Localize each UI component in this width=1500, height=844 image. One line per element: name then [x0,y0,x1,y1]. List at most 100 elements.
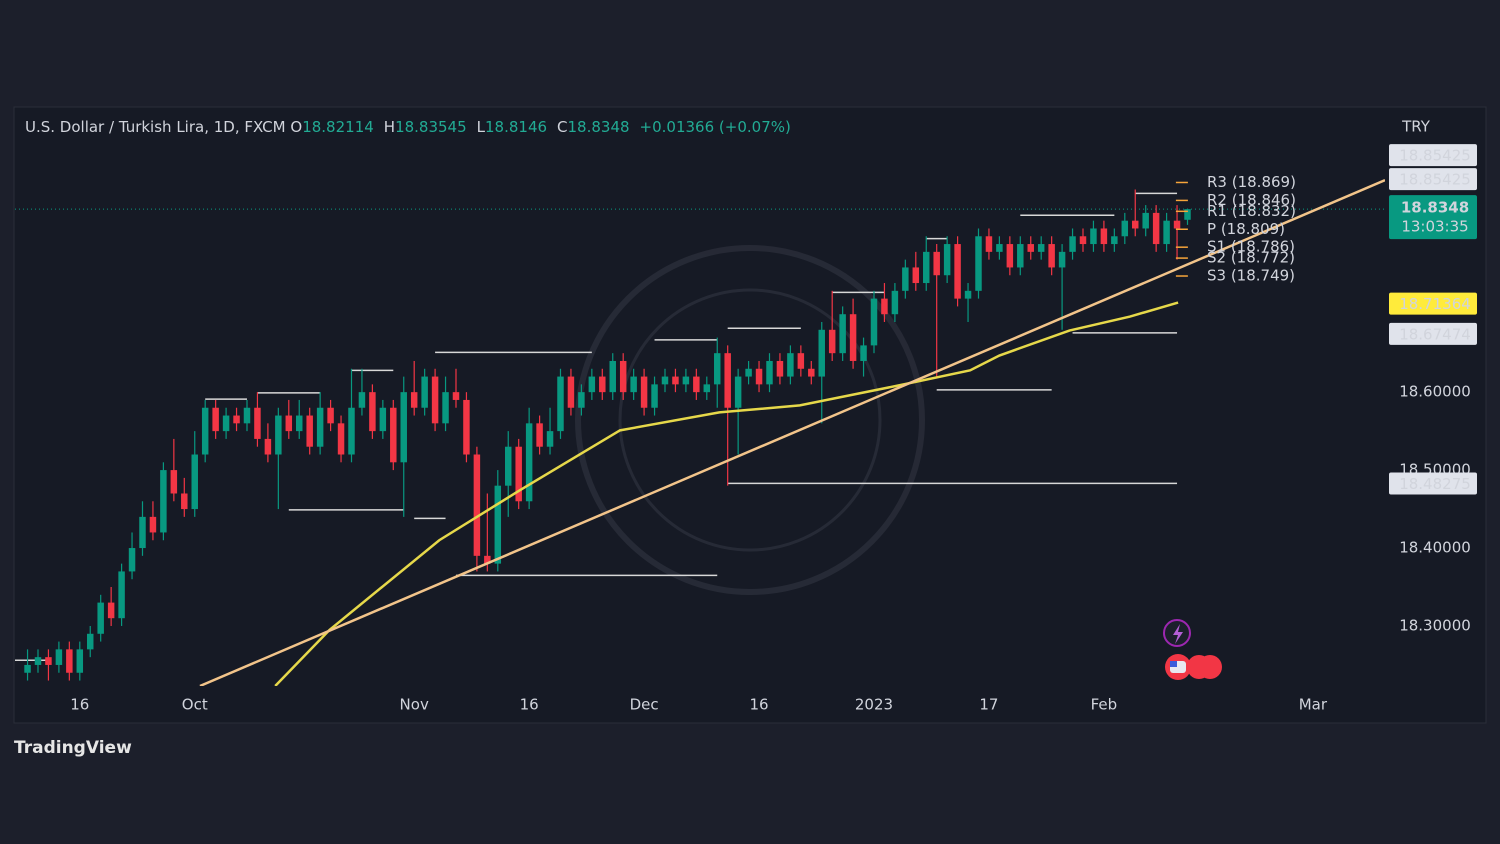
candle-body [1142,212,1149,229]
price-tag: 18.85425 [1399,147,1471,165]
candle-body [369,392,376,432]
candle-body [1152,212,1160,245]
candle-body [348,407,355,455]
ohlc-value: 18.8348 [567,118,630,136]
candle-body [870,298,878,346]
x-tick-label: 2023 [855,696,893,714]
candle-body [860,345,867,361]
candle-body [766,360,773,385]
candle-body [34,657,42,665]
pivot-label: R3 (18.869) [1207,173,1296,191]
candle-body [275,415,282,455]
candle-body [379,407,387,432]
candle-body [828,329,836,354]
candle-body [515,446,522,502]
candle-body [201,407,209,455]
last-price-tag: 18.8348 [1401,199,1469,217]
candle-body [400,392,407,463]
price-tag-box [1389,144,1477,167]
candle-body [1121,220,1129,237]
candle-body [724,353,731,408]
candle-body [808,368,815,377]
pivot-label: S1 (18.786) [1207,238,1295,256]
candle-body [484,555,491,564]
y-tick-label: 18.30000 [1399,616,1471,634]
candle-body [818,329,825,377]
candle-body [170,470,178,494]
candle-body [473,454,481,556]
candle-body [1173,220,1181,229]
candle-body [1090,228,1097,245]
candle-body [337,423,345,455]
x-tick-label: Nov [400,696,429,714]
candle-body [1184,209,1191,220]
countdown: 13:03:35 [1401,218,1468,236]
candle-body [640,376,648,408]
candle-body [306,415,313,447]
candle-body [599,376,606,393]
candle-body [776,360,784,377]
trendline [199,178,1385,686]
candle-body [557,376,564,432]
candle-body [1027,244,1034,252]
candle-body [254,407,261,439]
price-tag: 18.85425 [1399,171,1471,189]
price-tag-box [1389,292,1477,315]
candle-body [975,236,982,291]
x-tick-label: 16 [520,696,539,714]
candle-body [24,664,31,673]
pivot-label: S2 (18.772) [1207,249,1295,267]
ohlc-letter: C [557,118,568,136]
candle-body [985,236,993,252]
pivot-label: R1 (18.832) [1207,202,1296,220]
candle-body [619,360,627,393]
y-tick-label: 18.40000 [1399,539,1471,557]
candle-body [546,431,554,447]
candle-body [1058,251,1066,268]
candle-body [902,267,909,291]
candle-body [285,415,293,432]
candle-body [1037,244,1045,252]
candle-body [964,290,972,299]
candle-body [66,649,73,673]
candle-body [609,360,616,393]
candle-body [525,423,533,502]
candle-body [243,407,251,424]
candle-body [316,407,324,447]
candle-body [452,392,460,400]
candle-body [536,423,543,447]
candle-body [410,392,418,408]
candle-body [745,368,752,377]
candle-body [578,392,585,408]
symbol-header: U.S. Dollar / Turkish Lira, 1D, FXCM O 18… [25,118,801,136]
ohlc-letter: O [290,118,303,136]
candle-body [630,376,637,393]
pivot-label: P (18.809) [1207,220,1285,238]
candle-body [390,407,397,463]
candle-body [149,516,157,533]
candle-body [923,251,930,284]
pivot-label: R2 (18.846) [1207,191,1296,209]
candle-body [222,415,230,432]
candle-body [431,376,439,424]
ohlc-value: 18.8146 [485,118,548,136]
candle-body [651,384,658,408]
candle-body [1163,220,1170,245]
candle-body [233,415,240,424]
event-icons [1163,619,1222,680]
x-tick-label: 16 [749,696,768,714]
candle-body [912,267,920,284]
candle-body [881,298,888,315]
moving-average [274,301,1179,686]
candle-body [1048,244,1055,268]
candle-body [839,314,846,354]
candle-body [954,244,961,299]
candle-body [714,353,721,385]
last-price-box [1389,195,1477,240]
brand: TradingView [14,738,132,758]
candle-body [734,376,742,408]
y-tick-label: 18.60000 [1399,383,1471,401]
ohlc-value: 18.83545 [395,118,467,136]
candle-body [1006,244,1014,268]
